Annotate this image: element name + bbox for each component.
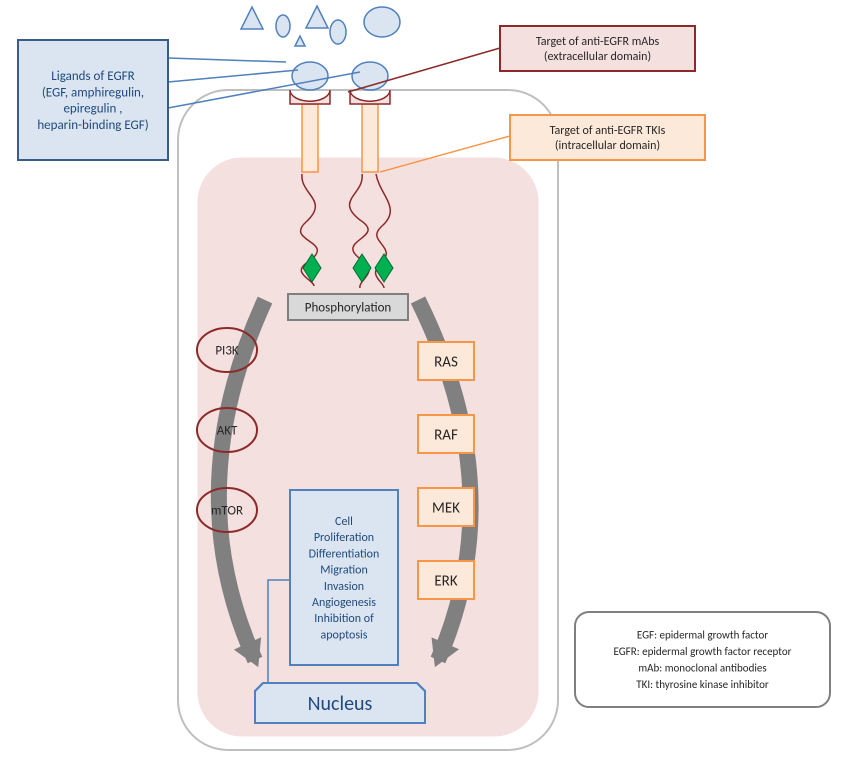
svg-text:mTOR: mTOR [211,504,243,519]
svg-text:Inhibition of: Inhibition of [314,612,374,626]
svg-text:Ligands of EGFR: Ligands of EGFR [51,69,134,84]
svg-text:(intracellular domain): (intracellular domain) [555,139,660,153]
svg-text:apoptosis: apoptosis [320,628,367,642]
svg-text:epiregulin ,: epiregulin , [63,102,122,117]
legend-box [575,612,830,707]
svg-text:Differentiation: Differentiation [309,547,380,561]
svg-text:heparin-binding EGF): heparin-binding EGF) [37,118,148,133]
svg-text:RAF: RAF [434,426,458,444]
svg-text:Cell: Cell [335,515,353,529]
svg-text:EGF: epidermal growth factor: EGF: epidermal growth factor [637,629,768,642]
svg-text:AKT: AKT [217,424,238,439]
svg-text:Phosphorylation: Phosphorylation [305,301,392,316]
svg-text:RAS: RAS [434,353,458,371]
svg-text:Target of anti-EGFR TKIs: Target of anti-EGFR TKIs [550,124,666,138]
svg-text:MEK: MEK [432,499,460,517]
svg-text:Migration: Migration [320,564,368,578]
svg-text:PI3K: PI3K [215,344,239,359]
svg-text:(extracellular domain): (extracellular domain) [544,50,651,64]
svg-text:Angiogenesis: Angiogenesis [312,596,376,610]
svg-text:Target of anti-EGFR mAbs: Target of anti-EGFR mAbs [536,35,660,49]
svg-text:Proliferation: Proliferation [314,531,374,545]
svg-text:(EGF, amphiregulin,: (EGF, amphiregulin, [42,85,144,100]
svg-text:Invasion: Invasion [324,580,364,594]
svg-text:EGFR: epidermal growth factor: EGFR: epidermal growth factor receptor [614,645,792,658]
svg-text:TKI: thyrosine kinase inhibito: TKI: thyrosine kinase inhibitor [636,678,769,691]
svg-text:mAb: monoclonal antibodies: mAb: monoclonal antibodies [638,662,766,675]
svg-text:Nucleus: Nucleus [308,692,373,716]
svg-text:ERK: ERK [434,572,457,590]
